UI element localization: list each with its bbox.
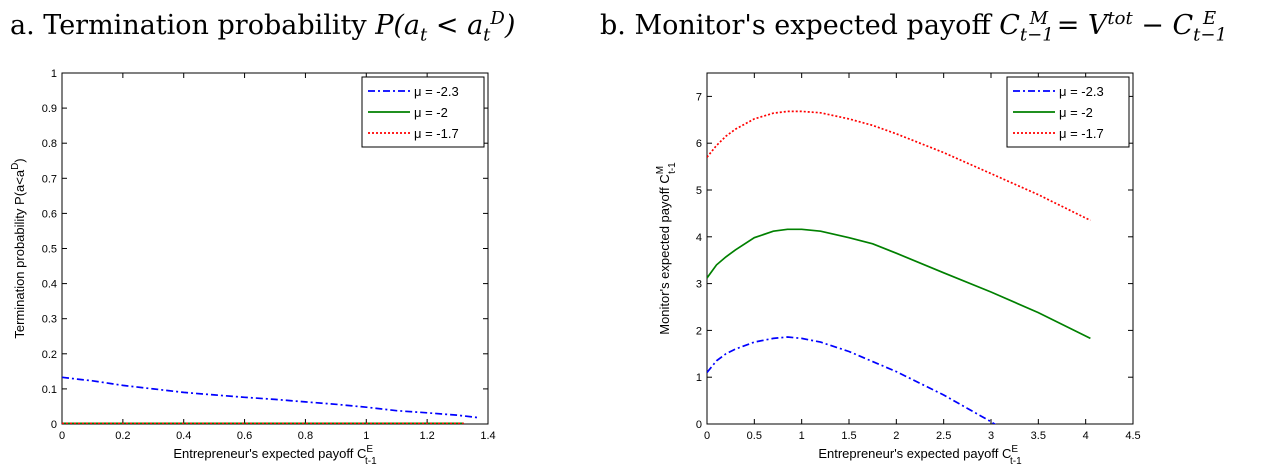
- panel-b-title: b. Monitor's expected payoff Ct−1M = Vto…: [600, 8, 1227, 46]
- x-tick-label: 3.5: [1031, 430, 1046, 442]
- x-tick-label: 0.6: [237, 430, 252, 442]
- y-tick-label: 0.2: [42, 349, 57, 361]
- y-axis-label: Termination probability P(a<aD): [10, 158, 27, 338]
- y-axis-label-sup: D: [10, 163, 21, 170]
- x-axis-label: Entrepreneur's expected payoff CE t-1: [173, 444, 377, 467]
- x-tick-label: 0.8: [298, 430, 313, 442]
- legend-label-0: μ = -2.3: [1059, 84, 1104, 99]
- panel-a-title: a. Termination probability P(at < atD): [10, 8, 515, 45]
- legend-label-0: μ = -2.3: [414, 84, 459, 99]
- legend-label-1: μ = -2: [414, 105, 448, 120]
- y-tick-label: 3: [696, 279, 702, 291]
- series-line-0: [707, 336, 997, 424]
- y-tick-label: 6: [696, 138, 702, 150]
- y-tick-label: 0.8: [42, 138, 57, 150]
- y-tick-label: 7: [696, 91, 702, 103]
- x-tick-label: 2.5: [936, 430, 951, 442]
- y-axis-label: Monitor's expected payoff CMt-1: [655, 162, 678, 335]
- y-axis-label-sub: t-1: [667, 162, 678, 174]
- y-tick-label: 1: [51, 68, 57, 80]
- legend-label-1: μ = -2: [1059, 105, 1093, 120]
- x-tick-label: 0: [59, 430, 65, 442]
- x-axis-label: Entrepreneur's expected payoff CE t-1: [818, 444, 1022, 467]
- series-line-1: [707, 228, 1091, 340]
- y-tick-label: 0.6: [42, 208, 57, 220]
- y-tick-label: 0.1: [42, 384, 57, 396]
- x-tick-label: 3: [988, 430, 994, 442]
- x-axis-label-sup: E: [366, 444, 373, 455]
- panel-a-label: a.: [10, 10, 35, 41]
- x-tick-label: 1: [799, 430, 805, 442]
- legend-label-2: μ = -1.7: [414, 126, 459, 141]
- x-tick-label: 1.5: [841, 430, 856, 442]
- y-axis-label-main: Monitor's expected payoff C: [657, 174, 672, 335]
- x-tick-label: 0.2: [115, 430, 130, 442]
- x-tick-label: 0.5: [747, 430, 762, 442]
- series-line-2: [707, 110, 1091, 222]
- y-axis-label-main: Termination probability P(a<a: [12, 169, 27, 338]
- x-axis-label-sub: t-1: [365, 456, 377, 467]
- y-axis-label-tail: ): [12, 158, 27, 162]
- panel-b-title-text: Monitor's expected payoff: [634, 10, 991, 41]
- y-tick-label: 0.4: [42, 279, 57, 291]
- chart-a: 0 0.2 0.4 0.6 0.8 1 1.2 1.4 0 0.1 0.2 0.3 0.4 0.5 0.6 0…: [10, 68, 496, 467]
- x-tick-label: 1: [363, 430, 369, 442]
- x-axis-label-main: Entrepreneur's expected payoff C: [173, 446, 366, 461]
- legend: μ = -2.3 μ = -2 μ = -1.7: [361, 76, 485, 148]
- x-tick-label: 0.4: [176, 430, 191, 442]
- y-tick-label: 5: [696, 185, 702, 197]
- x-tick-label: 1.2: [419, 430, 434, 442]
- legend-label-2: μ = -1.7: [1059, 126, 1104, 141]
- y-tick-label: 0.7: [42, 173, 57, 185]
- y-tick-label: 0.5: [42, 244, 57, 256]
- x-axis-label-sup: E: [1011, 444, 1018, 455]
- y-tick-label: 4: [696, 232, 702, 244]
- x-tick-label: 4.5: [1125, 430, 1140, 442]
- x-axis-label-sub: t-1: [1010, 456, 1022, 467]
- series-line-0: [62, 376, 479, 419]
- panel-a-title-text: Termination probability: [43, 10, 367, 41]
- y-tick-label: 0: [696, 419, 702, 431]
- y-axis-label-sup: M: [655, 166, 666, 174]
- x-axis-label-main: Entrepreneur's expected payoff C: [818, 446, 1011, 461]
- panel-a-title-math: P(at < atD): [375, 8, 516, 46]
- legend: μ = -2.3 μ = -2 μ = -1.7: [1006, 76, 1130, 148]
- x-tick-label: 1.4: [480, 430, 495, 442]
- y-tick-label: 0.3: [42, 314, 57, 326]
- panel-b-label: b.: [600, 10, 626, 41]
- y-tick-label: 2: [696, 325, 702, 337]
- y-tick-label: 0: [51, 419, 57, 431]
- x-tick-label: 4: [1083, 430, 1089, 442]
- panel-b-title-math: Ct−1M = Vtot − Ct−1E: [999, 8, 1227, 46]
- x-tick-label: 2: [893, 430, 899, 442]
- x-tick-label: 0: [704, 430, 710, 442]
- y-tick-label: 1: [696, 372, 702, 384]
- y-tick-label: 0.9: [42, 103, 57, 115]
